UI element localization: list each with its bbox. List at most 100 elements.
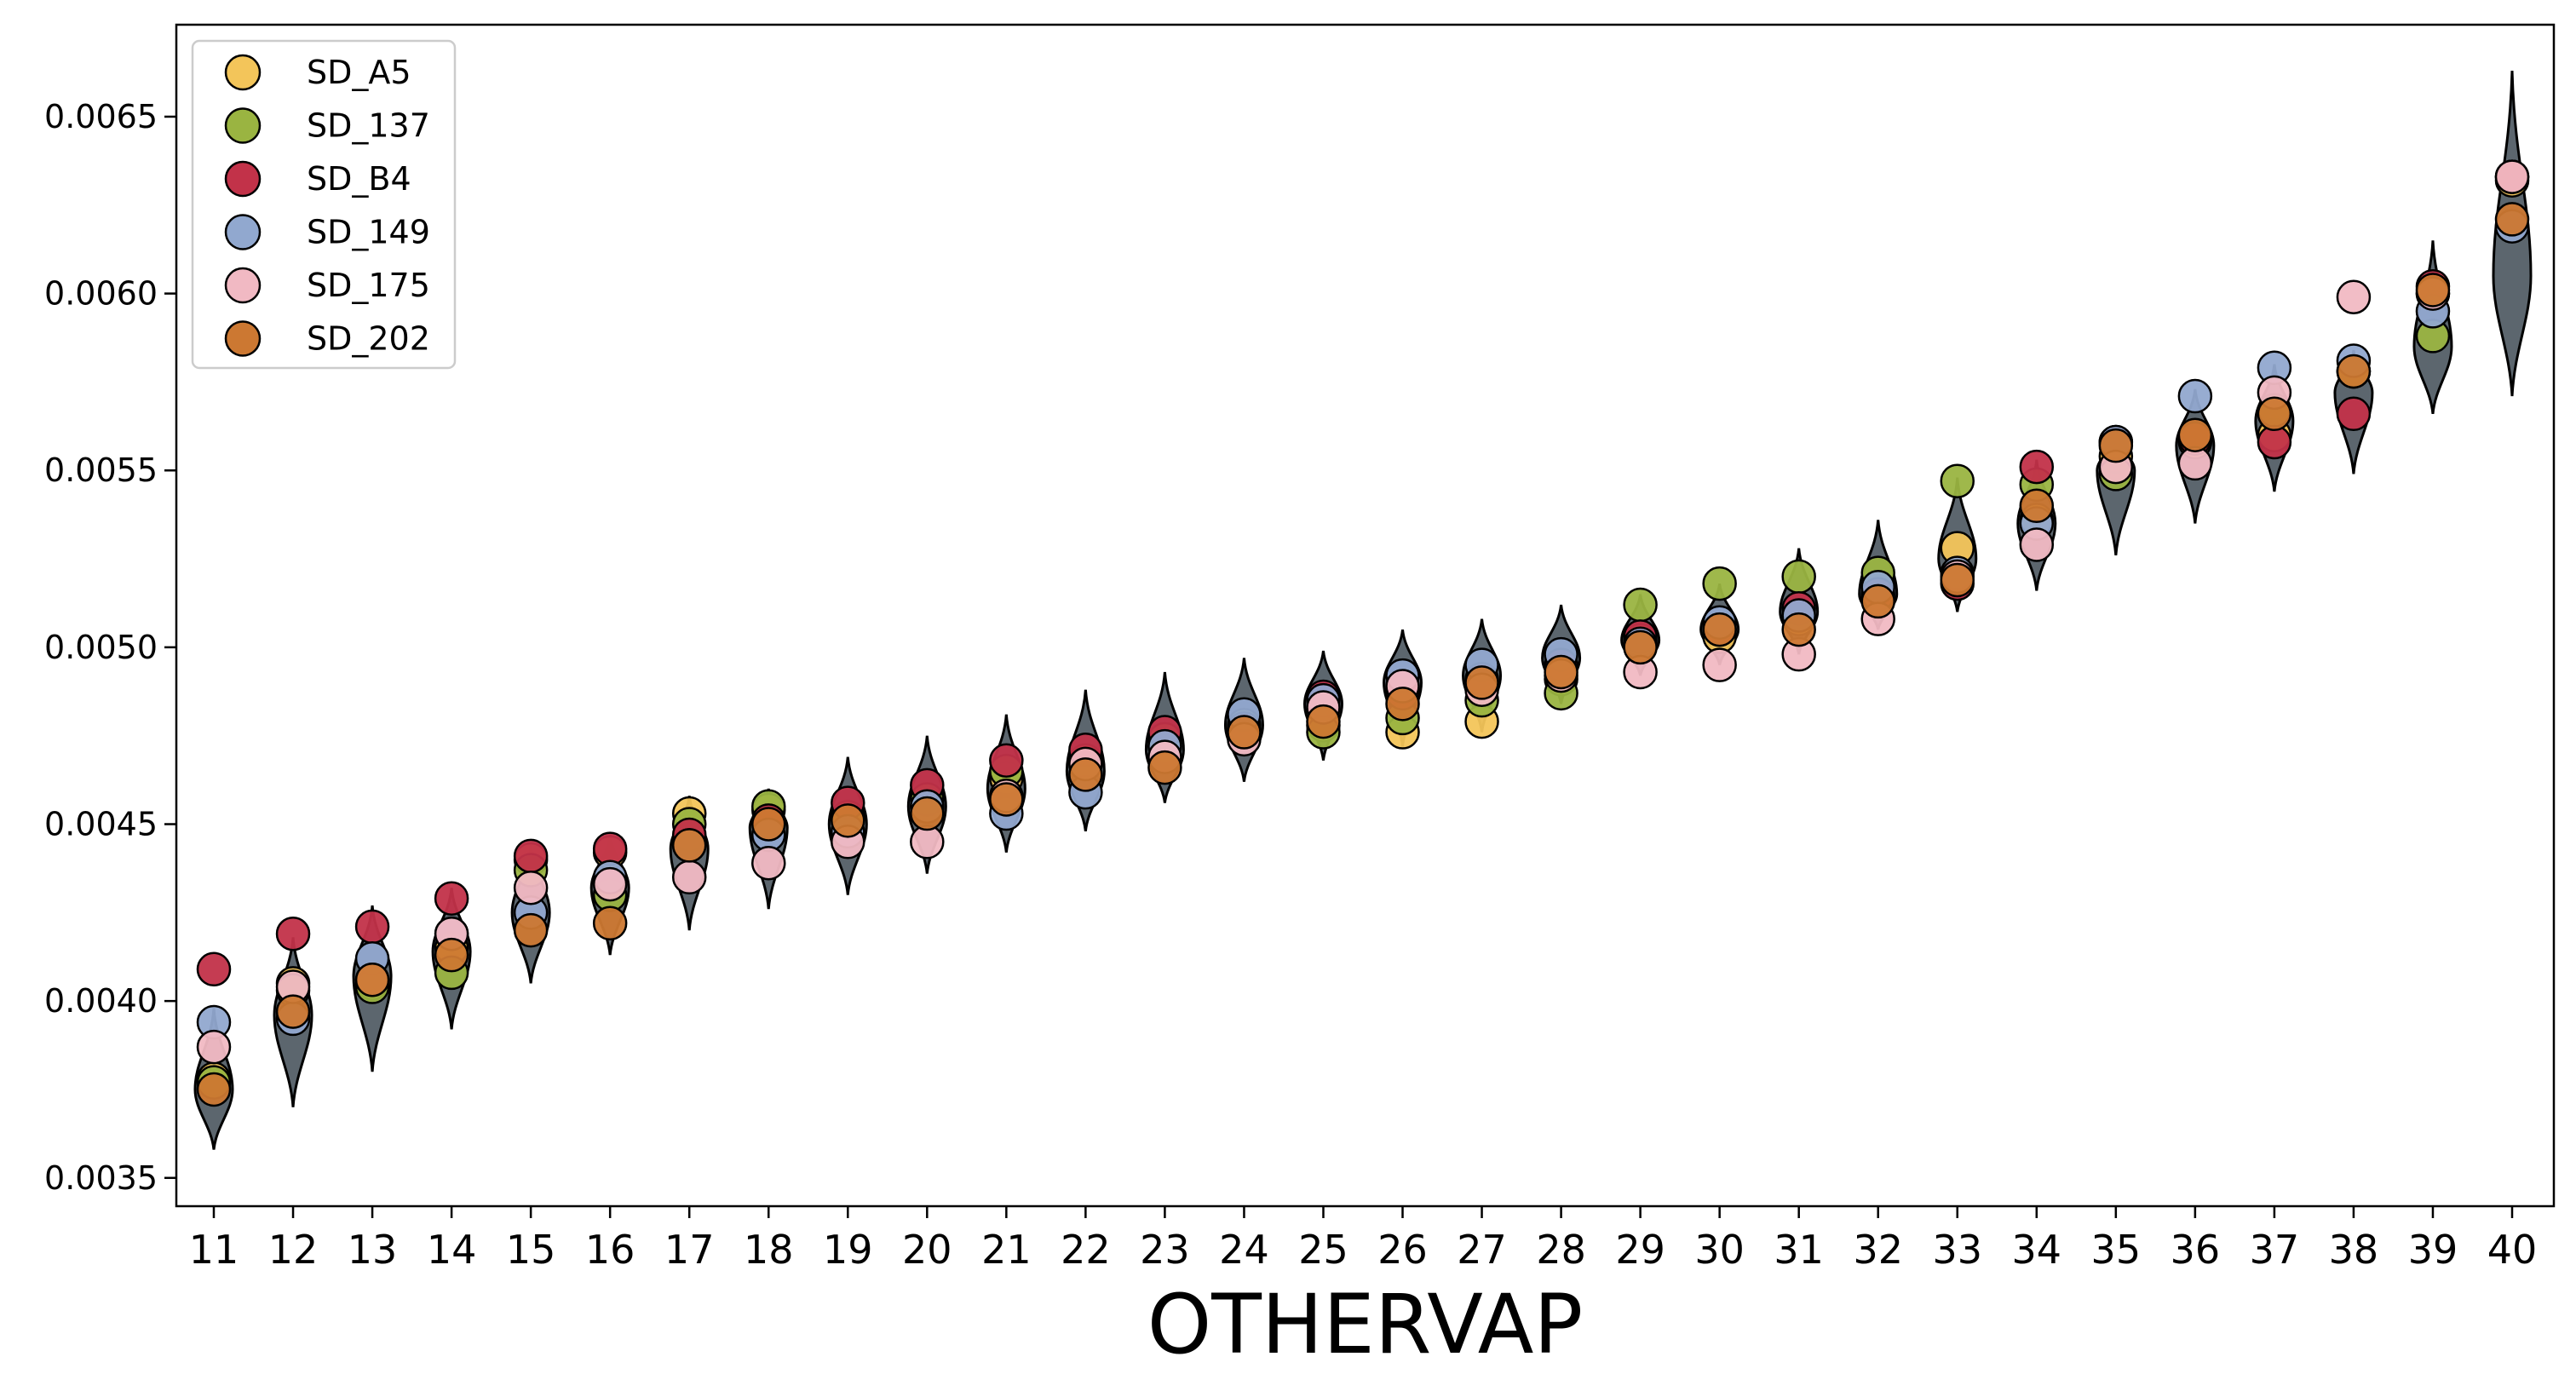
point-SD_202-11: [196, 1072, 232, 1107]
point-SD_202-36: [2177, 417, 2213, 452]
point-SD_175-38: [2336, 279, 2372, 315]
y-tick-label: 0.0050: [44, 629, 158, 666]
x-tick-label: 12: [268, 1227, 319, 1273]
legend: SD_A5 SD_137 SD_B4 SD_149 SD_175 SD_202: [191, 39, 457, 370]
point-SD_202-37: [2257, 396, 2292, 432]
violins-layer: [193, 70, 2533, 1150]
point-SD_202-31: [1781, 612, 1816, 647]
y-tick-label: 0.0040: [44, 982, 158, 1020]
x-axis: 11 12 13 14 15 16 17 18 19 20 21 22 23 24 25 26 27 28 29 30…: [189, 1206, 2538, 1273]
legend-label: SD_A5: [307, 54, 411, 91]
legend-label: SD_149: [307, 214, 430, 251]
point-SD_202-19: [831, 803, 865, 838]
legend-label: SD_202: [307, 320, 430, 358]
point-SD_B4-15: [513, 838, 549, 874]
x-tick-label: 33: [1932, 1227, 1982, 1273]
point-SD_B4-13: [354, 909, 390, 945]
point-SD_175-34: [2019, 527, 2055, 562]
point-SD_202-21: [989, 782, 1024, 817]
point-SD_175-17: [671, 859, 707, 895]
point-SD_202-20: [910, 796, 945, 831]
x-tick-label: 39: [2408, 1227, 2458, 1273]
x-tick-label: 37: [2250, 1227, 2300, 1273]
point-SD_202-25: [1306, 704, 1341, 739]
plot-area-frame: [175, 23, 2556, 1208]
x-tick-label: 35: [2091, 1227, 2142, 1273]
x-tick-label: 34: [2012, 1227, 2062, 1273]
point-SD_175-18: [750, 845, 786, 881]
point-SD_202-23: [1147, 750, 1182, 785]
point-SD_202-30: [1702, 612, 1737, 647]
point-SD_149-36: [2177, 378, 2213, 414]
x-tick-label: 15: [506, 1227, 556, 1273]
y-tick-label: 0.0065: [44, 98, 158, 135]
y-axis: 0.0035 0.0040 0.0045 0.0050 0.0055 0.0060 0.00…: [44, 98, 176, 1197]
legend-marker: [224, 267, 262, 304]
point-SD_202-29: [1623, 630, 1658, 665]
point-SD_202-39: [2415, 273, 2451, 308]
x-tick-label: 40: [2487, 1227, 2538, 1273]
x-axis-title: OTHERVAP: [1147, 1277, 1584, 1372]
point-SD_175-11: [196, 1029, 232, 1065]
legend-label: SD_B4: [307, 160, 411, 198]
y-tick-label: 0.0055: [44, 451, 158, 489]
point-SD_175-15: [513, 871, 549, 905]
legend-marker: [224, 160, 262, 198]
x-tick-label: 26: [1377, 1227, 1428, 1273]
x-tick-label: 20: [902, 1227, 952, 1273]
x-tick-label: 30: [1694, 1227, 1745, 1273]
point-SD_137-29: [1623, 587, 1658, 623]
y-tick-label: 0.0060: [44, 275, 158, 313]
point-SD_202-28: [1544, 654, 1578, 690]
legend-label: SD_137: [307, 107, 430, 145]
point-SD_202-13: [354, 962, 390, 997]
point-SD_202-15: [513, 912, 549, 948]
point-SD_202-17: [671, 828, 707, 863]
point-SD_202-35: [2098, 428, 2134, 463]
x-tick-label: 31: [1774, 1227, 1824, 1273]
x-tick-label: 16: [585, 1227, 635, 1273]
x-tick-label: 14: [427, 1227, 477, 1273]
point-SD_202-16: [592, 905, 628, 941]
point-SD_202-22: [1068, 757, 1103, 792]
point-SD_202-24: [1227, 715, 1262, 750]
point-SD_B4-38: [2336, 396, 2372, 432]
x-tick-label: 23: [1140, 1227, 1190, 1273]
legend-label: SD_175: [307, 267, 430, 304]
point-SD_202-18: [750, 807, 786, 842]
x-tick-label: 28: [1536, 1227, 1586, 1273]
point-SD_B4-34: [2019, 449, 2055, 485]
point-SD_202-26: [1385, 687, 1420, 721]
point-SD_137-30: [1702, 566, 1737, 601]
x-tick-label: 36: [2171, 1227, 2221, 1273]
x-tick-label: 21: [981, 1227, 1032, 1273]
point-SD_202-14: [434, 937, 469, 973]
x-tick-label: 13: [348, 1227, 398, 1273]
point-SD_B4-14: [434, 881, 469, 916]
point-SD_B4-12: [275, 916, 311, 951]
point-SD_137-33: [1940, 463, 1975, 498]
point-SD_175-40: [2494, 159, 2530, 194]
point-SD_175-30: [1702, 647, 1737, 682]
y-tick-label: 0.0045: [44, 806, 158, 843]
x-tick-label: 24: [1219, 1227, 1269, 1273]
x-tick-label: 27: [1457, 1227, 1507, 1273]
point-SD_202-32: [1860, 584, 1895, 619]
x-tick-label: 17: [664, 1227, 715, 1273]
legend-marker: [224, 107, 262, 144]
point-SD_B4-11: [196, 951, 232, 987]
point-SD_B4-21: [989, 743, 1024, 779]
x-tick-label: 29: [1615, 1227, 1665, 1273]
x-tick-label: 22: [1061, 1227, 1111, 1273]
point-SD_202-34: [2019, 488, 2055, 524]
legend-marker: [224, 54, 262, 91]
point-SD_202-27: [1464, 665, 1499, 700]
legend-marker: [224, 214, 262, 250]
point-SD_202-33: [1940, 562, 1975, 598]
point-SD_137-31: [1781, 559, 1816, 595]
legend-marker: [224, 320, 262, 357]
point-SD_202-12: [275, 994, 311, 1029]
point-SD_202-40: [2494, 202, 2530, 237]
